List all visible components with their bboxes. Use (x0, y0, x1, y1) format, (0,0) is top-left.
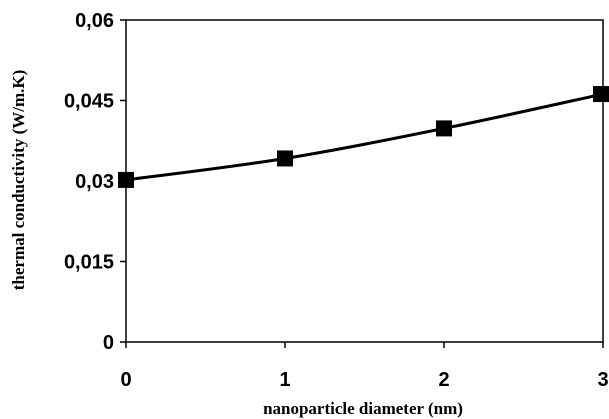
y-tick-label: 0,045 (64, 91, 114, 113)
plot-frame (125, 19, 604, 343)
y-tick-label: 0 (103, 332, 114, 354)
y-axis-label: thermal conductivity (W/m.K) (9, 70, 28, 291)
axes (125, 19, 604, 343)
y-tick-label: 0,03 (75, 171, 114, 193)
x-axis-ticks: 0 1 2 3 (120, 342, 609, 391)
data-point (118, 171, 134, 188)
series-line (125, 92, 604, 182)
x-axis-label: nanoparticle diameter (nm) (263, 399, 463, 418)
x-tick-label: 1 (279, 369, 290, 391)
x-tick-label: 2 (438, 369, 449, 391)
x-tick-label: 0 (120, 369, 131, 391)
y-axis-ticks: 0 0,015 0,03 0,045 0,06 (64, 10, 126, 354)
data-point (593, 86, 609, 103)
data-points (118, 86, 609, 188)
x-tick-label: 3 (597, 369, 608, 391)
y-tick-label: 0,015 (64, 252, 114, 274)
y-tick-label: 0,06 (75, 10, 114, 32)
data-point (436, 120, 452, 137)
data-point (277, 150, 293, 167)
